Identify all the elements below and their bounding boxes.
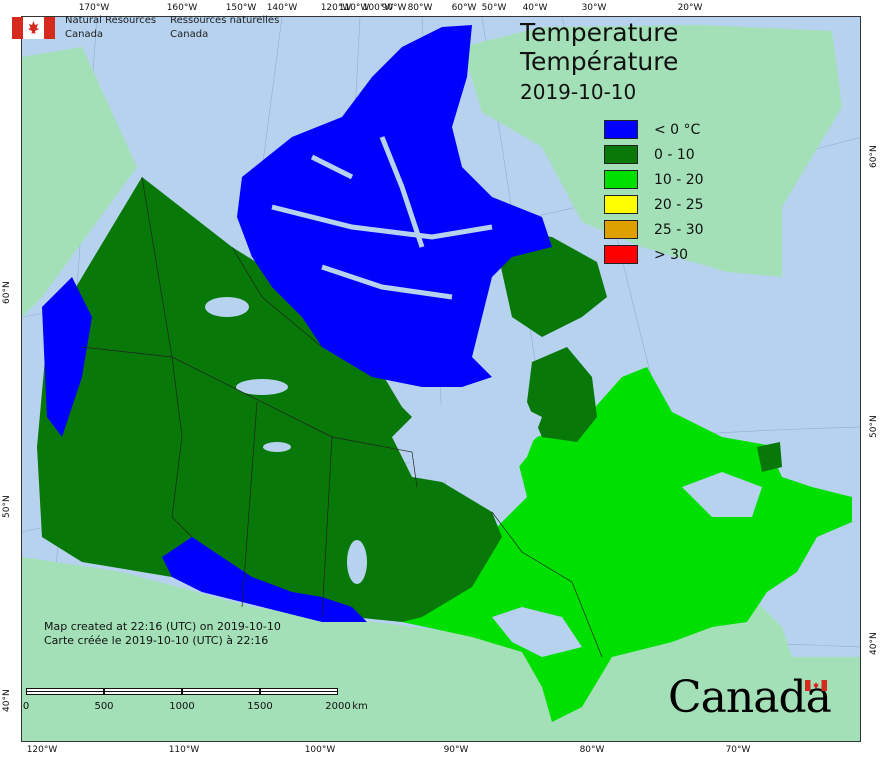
credit-english: Map created at 22:16 (UTC) on 2019-10-10 [44, 620, 281, 633]
legend-swatch [604, 245, 638, 264]
top-tick-50w: 50°W [481, 3, 507, 13]
wordmark-flag-icon [805, 676, 827, 691]
agency-name-en-line1: Natural Resources [65, 15, 157, 26]
top-tick-110w: 110°W [338, 3, 370, 13]
region-0-10-west [37, 177, 502, 622]
region-below-zero-arctic [237, 25, 552, 387]
top-tick-60w: 60°W [451, 3, 477, 13]
greenland-land [462, 25, 842, 277]
top-tick-40w: 40°W [522, 3, 548, 13]
gulf-of-st-lawrence [682, 472, 762, 517]
alaska-land [22, 47, 137, 317]
legend-row: 0 - 10 [604, 142, 704, 167]
top-tick-170w: 170°W [78, 3, 110, 13]
region-0-10-labrador [527, 347, 597, 442]
canada-wordmark: Canada [668, 672, 832, 723]
bottom-tick-100w: 100°W [304, 745, 336, 755]
legend-label: 0 - 10 [654, 146, 695, 163]
top-tick-90w: 90°W [381, 3, 407, 13]
right-tick-50n: 50°N [869, 415, 879, 438]
legend-row: 20 - 25 [604, 192, 704, 217]
scale-midline [26, 691, 338, 692]
legend-label: > 30 [654, 246, 688, 263]
great-bear-lake [205, 297, 249, 317]
right-tick-40n: 40°N [869, 632, 879, 655]
legend-swatch [604, 170, 638, 189]
left-tick-40n: 40°N [2, 689, 12, 712]
top-tick-30w: 30°W [581, 3, 607, 13]
legend-swatch [604, 145, 638, 164]
legend-label: 20 - 25 [654, 196, 704, 213]
region-below-zero-coast [42, 277, 92, 437]
agency-name-en: Natural Resources Canada [65, 14, 156, 42]
great-slave-lake [236, 379, 288, 395]
top-tick-150w: 150°W [225, 3, 257, 13]
bottom-tick-70w: 70°W [725, 745, 751, 755]
legend-label: < 0 °C [654, 121, 701, 138]
bottom-tick-120w: 120°W [26, 745, 58, 755]
right-tick-60n: 60°N [869, 145, 879, 168]
title-date: 2019-10-10 [520, 80, 637, 104]
left-tick-60n: 60°N [2, 281, 12, 304]
legend-row: < 0 °C [604, 117, 704, 142]
map-title: Temperature Température 2019-10-10 [520, 18, 678, 106]
arctic-channels [271, 136, 493, 300]
title-french: Température [520, 47, 679, 76]
map-canvas [22, 17, 860, 741]
agency-name-fr-line1: Ressources naturelles [170, 15, 280, 26]
legend-row: > 30 [604, 242, 704, 267]
canada-flag-icon [12, 17, 55, 39]
region-0-10-newfoundland [757, 442, 782, 472]
agency-name-fr: Ressources naturelles Canada [170, 14, 279, 42]
credit-french: Carte créée le 2019-10-10 (UTC) à 22:16 [44, 634, 269, 647]
lake-winnipeg [347, 540, 367, 584]
lake-athabasca [263, 442, 291, 452]
top-tick-120w: 120°W [320, 3, 352, 13]
left-tick-50n: 50°N [2, 495, 12, 518]
region-below-zero-south [162, 537, 367, 622]
scale-unit: km [352, 701, 368, 712]
usa-land [22, 557, 860, 741]
bottom-tick-80w: 80°W [579, 745, 605, 755]
agency-name-fr-line2: Canada [170, 29, 209, 40]
legend-label: 10 - 20 [654, 171, 704, 188]
title-english: Temperature [520, 18, 679, 47]
scale-label-1000: 1000 [169, 701, 195, 712]
hudson-bay [392, 397, 542, 487]
great-lakes [492, 607, 582, 657]
top-tick-80w: 80°W [407, 3, 433, 13]
legend-swatch [604, 120, 638, 139]
legend-swatch [604, 220, 638, 239]
agency-name-en-line2: Canada [65, 29, 104, 40]
scale-label-2000: 2000 [325, 701, 351, 712]
agency-header: Natural Resources Canada Ressources natu… [12, 14, 279, 42]
legend-label: 25 - 30 [654, 221, 704, 238]
scale-bar: 0 500 1000 1500 2000 km [22, 688, 368, 718]
temperature-map [21, 16, 861, 742]
legend-row: 25 - 30 [604, 217, 704, 242]
scale-label-1500: 1500 [247, 701, 273, 712]
bottom-tick-110w: 110°W [168, 745, 200, 755]
legend-swatch [604, 195, 638, 214]
map-credits: Map created at 22:16 (UTC) on 2019-10-10… [44, 620, 281, 648]
top-tick-20w: 20°W [677, 3, 703, 13]
scale-label-500: 500 [94, 701, 114, 712]
bottom-tick-90w: 90°W [443, 745, 469, 755]
scale-label-0: 0 [22, 701, 30, 712]
top-tick-160w: 160°W [166, 3, 198, 13]
top-tick-140w: 140°W [266, 3, 298, 13]
provincial-borders [81, 176, 603, 658]
legend-row: 10 - 20 [604, 167, 704, 192]
legend: < 0 °C 0 - 10 10 - 20 20 - 25 25 - 30 > 30 [604, 117, 704, 267]
top-tick-100w: 100°W [362, 3, 394, 13]
